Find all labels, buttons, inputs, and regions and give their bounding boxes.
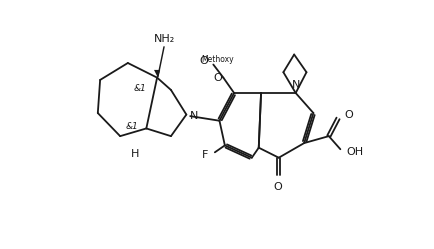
Polygon shape <box>154 70 160 78</box>
Text: Methoxy: Methoxy <box>201 55 233 64</box>
Text: NH₂: NH₂ <box>153 34 174 44</box>
Text: H: H <box>130 149 138 159</box>
Text: N: N <box>189 111 197 121</box>
Text: O: O <box>199 57 207 66</box>
Text: O: O <box>213 73 221 83</box>
Text: O: O <box>343 110 352 120</box>
Text: O: O <box>273 182 282 191</box>
Text: &1: &1 <box>133 84 146 93</box>
Text: N: N <box>291 80 299 90</box>
Text: F: F <box>202 150 208 160</box>
Text: OH: OH <box>346 147 363 157</box>
Text: &1: &1 <box>125 122 138 131</box>
